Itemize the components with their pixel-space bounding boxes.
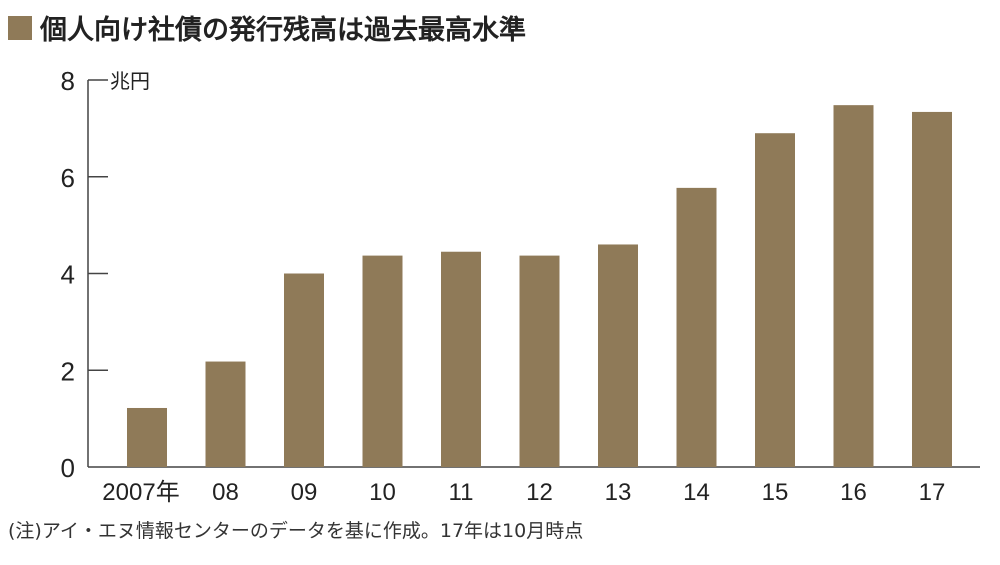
y-tick-label: 2 [61, 356, 75, 386]
x-tick-label: 2007年 [102, 479, 179, 506]
x-tick-label: 15 [762, 479, 789, 506]
x-tick-label: 08 [212, 479, 239, 506]
bar-2007年 [127, 407, 167, 467]
bar-13 [598, 244, 638, 467]
x-tick-label: 09 [291, 479, 318, 506]
x-tick-label: 17 [919, 479, 946, 506]
bar-17 [912, 111, 952, 468]
y-tick-label: 6 [61, 163, 75, 193]
bar-12 [519, 255, 560, 467]
bar-16 [833, 105, 874, 467]
x-tick-label: 11 [449, 479, 474, 506]
bar-11 [441, 251, 481, 467]
title-marker-square [8, 15, 32, 40]
y-tick-label: 8 [61, 66, 75, 96]
chart-title: 個人向け社債の発行残高は過去最高水準 [40, 15, 526, 46]
bar-08 [205, 361, 246, 467]
x-tick-label: 10 [369, 479, 396, 506]
bars [127, 105, 952, 468]
y-tick-label: 4 [61, 260, 75, 290]
x-tick-label: 12 [526, 479, 553, 506]
x-axis-labels: 2007年 08 09 10 11 12 13 14 15 16 17 [102, 479, 945, 506]
y-axis-unit: 兆円 [110, 69, 150, 93]
x-tick-label: 16 [840, 479, 867, 506]
chart-note: (注)アイ・エヌ情報センターのデータを基に作成。17年は10月時点 [8, 520, 584, 542]
y-axis: 0 2 4 6 8 [61, 66, 980, 483]
x-tick-label: 13 [605, 479, 632, 506]
chart-title-wrap: 個人向け社債の発行残高は過去最高水準 [8, 8, 526, 47]
bar-14 [676, 187, 717, 467]
bar-15 [755, 133, 795, 467]
bar-10 [362, 255, 403, 467]
x-tick-label: 14 [683, 479, 710, 506]
bar-09 [284, 273, 324, 467]
y-tick-label: 0 [61, 453, 75, 483]
